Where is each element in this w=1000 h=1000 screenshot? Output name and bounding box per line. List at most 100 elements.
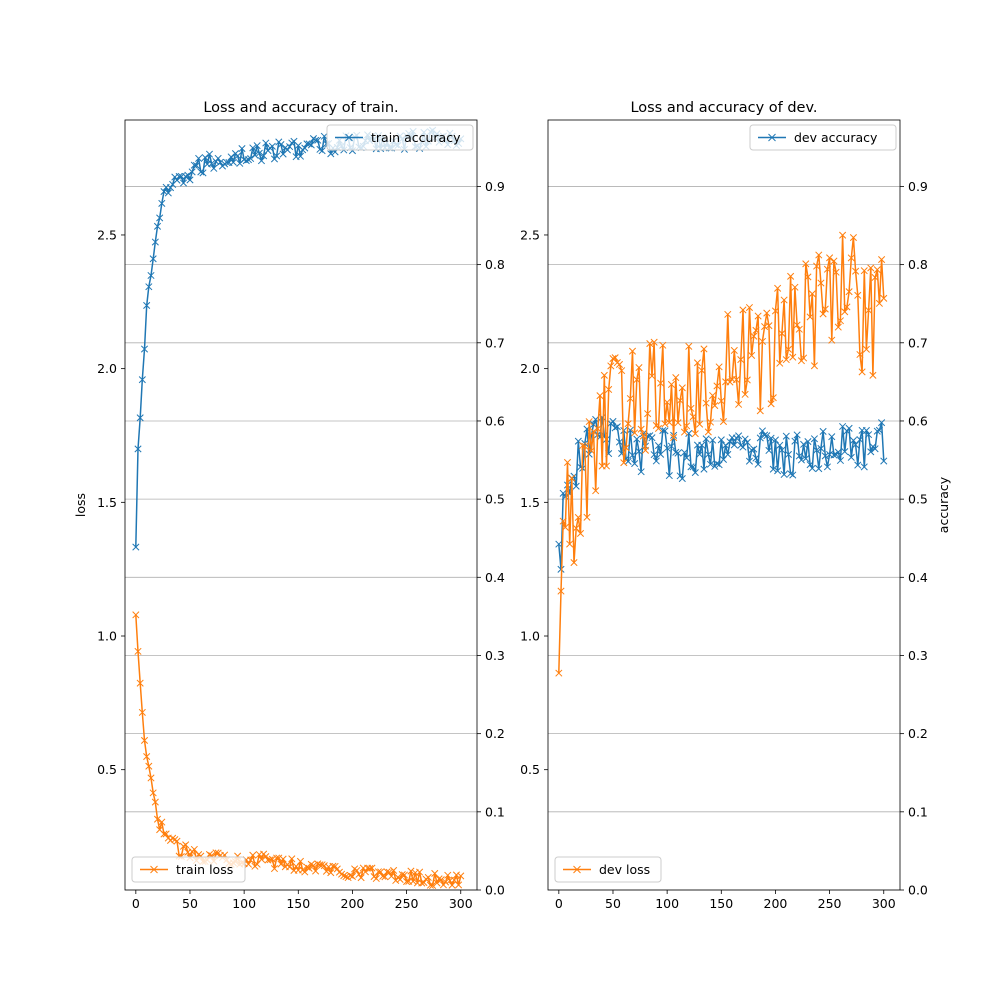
dev-loss-marker [568, 474, 576, 482]
dev-loss-marker-stroke [624, 420, 632, 428]
dev-accuracy-marker-stroke [810, 435, 818, 443]
dev-accuracy-marker [559, 489, 567, 497]
train-accuracy-marker [251, 151, 259, 159]
dev-loss-marker-stroke [784, 345, 792, 353]
legend-box [554, 856, 662, 883]
dev-loss-marker-stroke [839, 231, 847, 239]
train-loss-marker-stroke [132, 611, 140, 619]
dev-loss-marker-stroke [769, 394, 777, 402]
train-loss-marker-stroke [383, 868, 391, 876]
dev-accuracy-marker-stroke [745, 457, 754, 465]
train-accuracy-marker [277, 141, 285, 149]
train-loss-marker [400, 871, 408, 879]
dev-accuracy-marker-stroke [780, 470, 788, 479]
dev-accuracy-marker-stroke [711, 462, 719, 470]
dev-loss-marker [826, 254, 834, 262]
dev-loss-marker-stroke [754, 312, 762, 320]
dev-accuracy-marker-stroke [849, 436, 857, 445]
train-loss-marker-stroke [448, 881, 456, 889]
dev-accuracy-marker [813, 446, 821, 454]
dev-accuracy-marker [633, 435, 641, 443]
x-tick-label: 50 [605, 896, 621, 911]
train-loss-marker-stroke [136, 679, 144, 687]
dev-accuracy-marker [834, 448, 842, 456]
x-tick-label: 300 [449, 896, 473, 911]
train-loss-marker-stroke [268, 855, 276, 863]
dev-loss-marker-stroke [787, 272, 795, 280]
train-accuracy-marker [166, 184, 175, 192]
dev-loss-marker-stroke [800, 354, 808, 362]
train-accuracy-marker [255, 149, 263, 157]
train-accuracy-marker-stroke [147, 271, 155, 280]
dev-loss-marker-stroke [687, 404, 695, 412]
dev-loss-marker [650, 338, 658, 346]
train-loss-marker [452, 871, 460, 879]
dev-accuracy-marker [637, 468, 645, 476]
x-tick-label: 150 [709, 896, 733, 911]
dev-loss-marker-stroke [748, 351, 756, 359]
x-tick-label: 150 [286, 896, 310, 911]
dev-loss-marker [804, 273, 812, 281]
dev-accuracy-marker-stroke [878, 419, 886, 427]
dev-accuracy-marker-stroke [769, 465, 777, 473]
dev-loss-marker [756, 407, 764, 415]
dev-loss-marker [780, 296, 788, 304]
dev-loss-marker-stroke [750, 332, 758, 340]
x-tick-label: 100 [655, 896, 679, 911]
dev-loss-marker [704, 428, 712, 436]
train-loss-marker [136, 679, 144, 687]
train-accuracy-marker [132, 543, 140, 551]
dev-loss-marker-stroke [659, 341, 667, 349]
dev-accuracy-marker [683, 454, 691, 462]
train-loss-marker [368, 864, 376, 872]
dev-accuracy-marker [765, 446, 773, 455]
dev-loss-marker [574, 513, 582, 522]
dev-loss-marker-stroke [745, 303, 754, 312]
legend-box [326, 124, 474, 151]
train-loss-marker [273, 854, 281, 862]
dev-loss-marker-stroke [862, 345, 870, 353]
dev-loss-marker [802, 260, 810, 268]
dev-accuracy-marker [706, 460, 715, 468]
dev-accuracy-marker [609, 417, 617, 425]
dev-loss-marker-stroke [752, 326, 760, 334]
legend: dev loss [554, 856, 662, 883]
train-loss-marker [426, 881, 434, 889]
dev-loss-marker-stroke [652, 421, 660, 429]
dev-loss-marker-stroke [806, 313, 814, 321]
train-loss-marker-stroke [398, 870, 406, 879]
train-accuracy-marker-stroke [149, 255, 157, 263]
x-tick-label: 250 [395, 896, 419, 911]
train-accuracy-marker [314, 136, 322, 144]
dev-loss-marker [674, 419, 682, 427]
train-accuracy-marker [158, 199, 166, 207]
dev-loss-marker [834, 323, 842, 331]
dev-loss-marker-stroke [763, 309, 771, 317]
train-loss-marker-stroke [279, 855, 287, 863]
dev-loss-marker [735, 400, 743, 408]
dev-accuracy-marker-stroke [628, 451, 637, 459]
dev-loss-marker-stroke [795, 325, 803, 333]
dev-loss-marker [750, 332, 758, 340]
dev-accuracy-marker-stroke [821, 452, 829, 460]
dev-accuracy-marker-stroke [787, 470, 795, 478]
train-accuracy-marker-stroke [132, 543, 140, 551]
dev-loss-marker-stroke [561, 523, 569, 531]
dev-loss-marker-stroke [776, 359, 784, 367]
dev-loss-marker [667, 380, 676, 389]
dev-accuracy-marker-stroke [631, 460, 639, 468]
dev-loss-marker [739, 306, 747, 314]
train-loss-marker-stroke [156, 826, 164, 834]
train-accuracy-marker-stroke [316, 145, 324, 153]
dev-loss-marker-stroke [685, 342, 693, 350]
train-accuracy-marker [147, 271, 155, 280]
y-right-tick-label: 0.4 [908, 570, 928, 585]
dev-loss-marker-stroke [765, 322, 773, 330]
train-loss-marker-stroke [169, 834, 177, 842]
train-loss-marker-stroke [455, 881, 463, 889]
dev-accuracy-marker-stroke [771, 436, 779, 444]
train-loss-marker [249, 851, 257, 859]
dev-accuracy-marker-stroke [706, 460, 715, 468]
train-accuracy-marker [227, 153, 235, 161]
dev-loss-marker-stroke [834, 323, 842, 331]
